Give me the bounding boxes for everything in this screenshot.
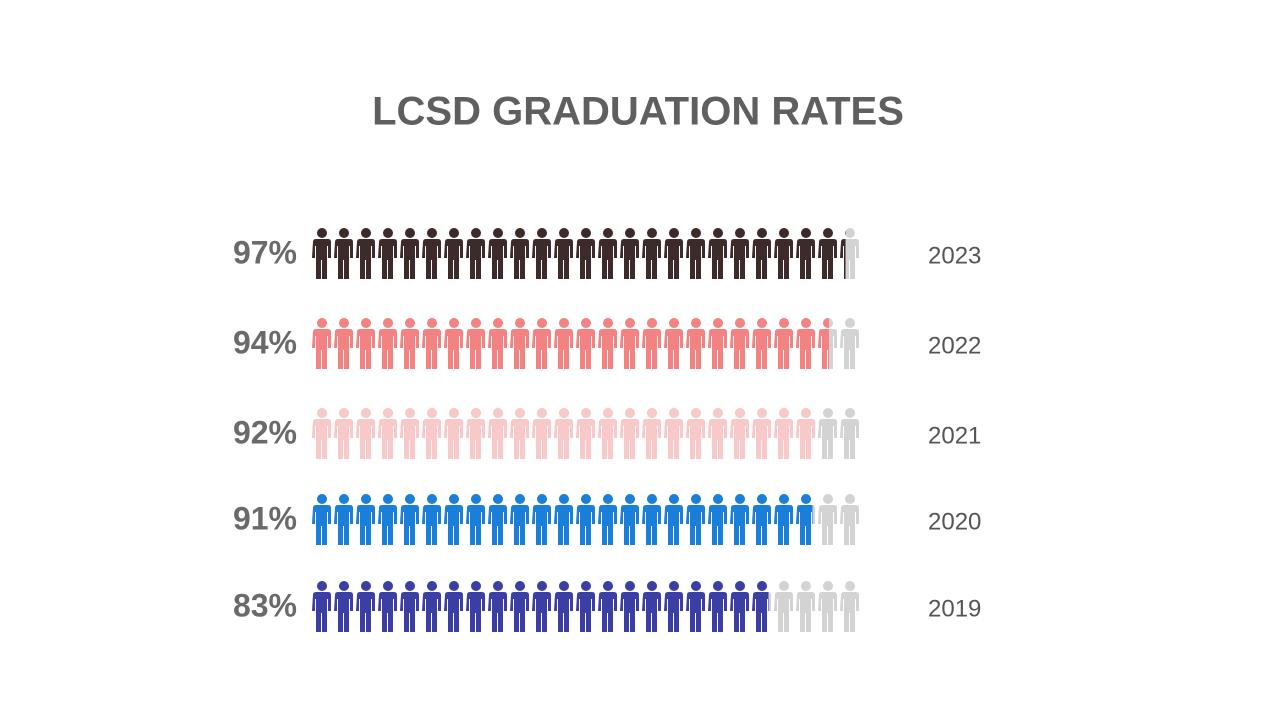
category-label: 2019: [928, 595, 981, 622]
icon-fill: [312, 228, 846, 279]
value-label: 83%: [233, 587, 297, 623]
value-label: 97%: [233, 234, 297, 270]
icon-fill: [312, 494, 813, 545]
chart-title: LCSD GRADUATION RATES: [372, 90, 904, 134]
value-label: 92%: [233, 414, 297, 450]
category-label: 2021: [928, 422, 981, 449]
icon-fill: [312, 581, 769, 632]
category-label: 2022: [928, 332, 981, 359]
value-label: 94%: [233, 324, 297, 360]
value-label: 91%: [233, 500, 297, 536]
category-label: 2023: [928, 242, 981, 269]
icon-fill: [312, 318, 829, 369]
icon-fill: [312, 408, 818, 459]
category-label: 2020: [928, 508, 981, 535]
